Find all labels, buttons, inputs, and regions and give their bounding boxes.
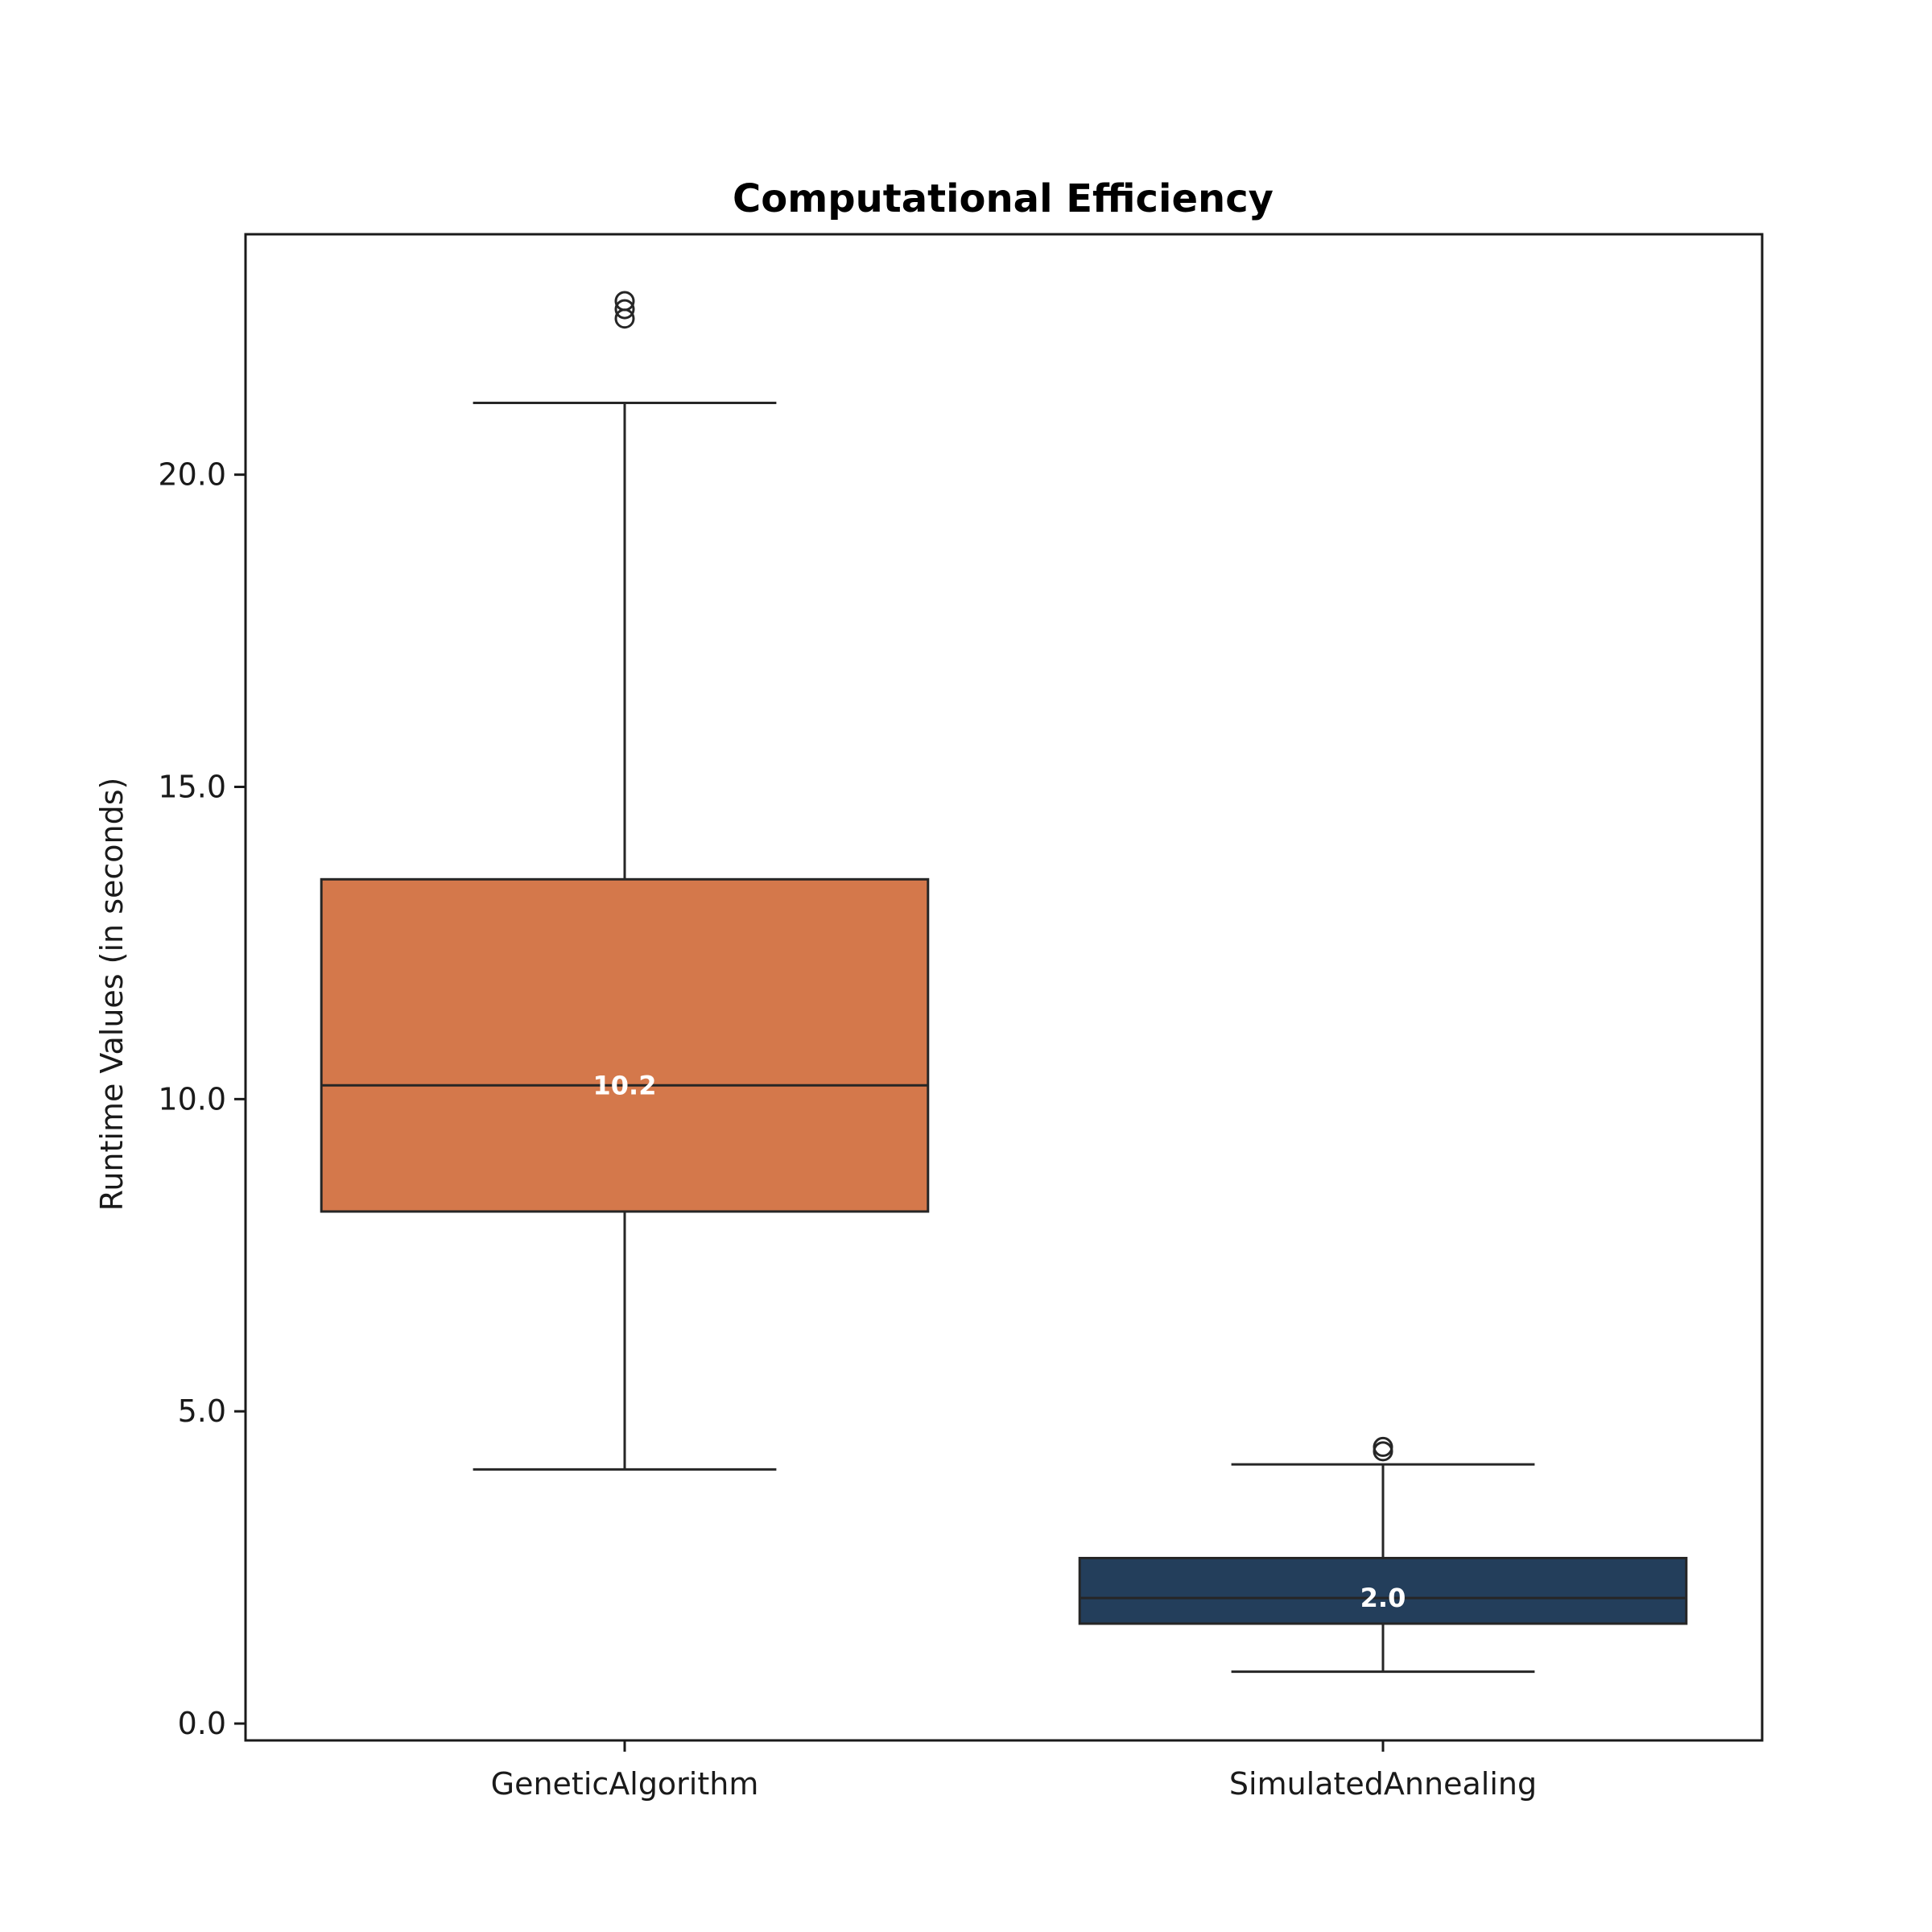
outlier-point (1373, 1441, 1393, 1462)
x-tick-label: GeneticAlgorithm (491, 1766, 759, 1802)
outlier-point (614, 299, 635, 320)
outlier-point (1373, 1436, 1393, 1457)
iqr-box (320, 877, 930, 1213)
y-tick-label: 0.0 (178, 1706, 226, 1741)
iqr-box (1078, 1556, 1688, 1625)
y-tick-label: 5.0 (178, 1393, 226, 1429)
box-SimulatedAnnealing: 2.0 (1078, 1436, 1688, 1674)
box-GeneticAlgorithm: 10.2 (320, 291, 930, 1471)
chart-title: Computational Efficiency (733, 176, 1274, 221)
y-tick-label: 20.0 (158, 457, 226, 493)
y-tick-label: 15.0 (158, 769, 226, 804)
outlier-point (614, 291, 635, 312)
plot-area: 10.2 2.0 (320, 291, 1688, 1674)
x-tick-label: SimulatedAnnealing (1229, 1766, 1537, 1802)
median-label: 2.0 (1360, 1583, 1406, 1613)
plot-frame (244, 233, 1764, 1742)
y-tick-label: 10.0 (158, 1081, 226, 1117)
y-axis-label: Runtime Values (in seconds) (94, 778, 130, 1212)
median-label: 10.2 (593, 1070, 657, 1100)
